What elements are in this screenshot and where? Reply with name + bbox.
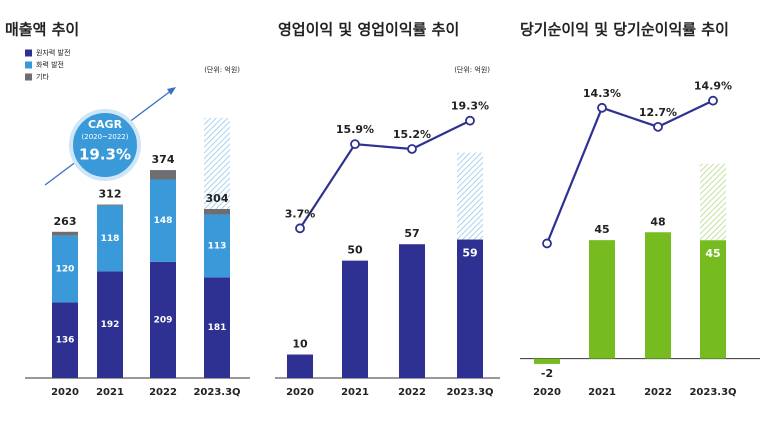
cagr-title: CAGR: [88, 118, 123, 131]
x-tick-label: 2020: [533, 387, 561, 398]
x-tick-label: 2020: [51, 387, 79, 398]
bar: [589, 240, 615, 359]
bar: [457, 239, 483, 378]
data-label: 148: [154, 216, 173, 226]
projection-bar: [204, 117, 230, 209]
rate-label: 15.2%: [393, 128, 431, 141]
data-label: 136: [56, 336, 75, 346]
rate-label: 19.3%: [451, 100, 489, 113]
bar: [204, 214, 230, 278]
bar: [204, 277, 230, 378]
rate-point: [597, 102, 607, 113]
rate-label: 3.7%: [285, 207, 316, 220]
rate-label: 15.9%: [336, 123, 374, 136]
bar: [150, 261, 176, 378]
rate-point: [295, 223, 305, 234]
data-label: 209: [154, 315, 173, 325]
bar: [52, 231, 78, 236]
legend-swatch: [25, 61, 32, 69]
x-tick-label: 2021: [96, 387, 124, 398]
rate-point: [708, 95, 718, 106]
rate-line: [299, 119, 471, 229]
bar: [52, 235, 78, 303]
cagr-value: 19.3%: [79, 146, 131, 164]
projection-bar: [457, 152, 483, 240]
bar: [342, 260, 368, 378]
rate-label: 12.7%: [639, 106, 677, 119]
x-tick-label: 2021: [588, 387, 616, 398]
rate-line: [545, 99, 714, 244]
chart-title: 영업이익 및 영업이익률 추이: [278, 21, 459, 39]
bar: [534, 358, 560, 364]
legend-label: 기타: [36, 72, 49, 81]
total-label: 312: [99, 188, 122, 201]
x-tick-label: 2022: [398, 387, 426, 398]
data-label: 10: [292, 338, 308, 351]
data-label: 120: [56, 265, 75, 275]
total-label: 304: [206, 192, 229, 205]
bar: [150, 170, 176, 180]
bar: [97, 205, 123, 272]
chart-title: 당기순이익 및 당기순이익률 추이: [520, 21, 729, 39]
bar: [204, 209, 230, 215]
x-tick-label: 2023.3Q: [193, 387, 240, 398]
bar: [700, 240, 726, 359]
projection-bar: [700, 163, 726, 241]
bar: [97, 271, 123, 378]
data-label: 45: [705, 247, 720, 260]
rate-point: [465, 115, 475, 126]
bar: [399, 244, 425, 378]
x-tick-label: 2022: [644, 387, 672, 398]
rate-label: 14.9%: [694, 80, 732, 93]
total-label: 374: [152, 153, 175, 166]
data-label: -2: [541, 367, 553, 380]
bar: [645, 232, 671, 359]
bar: [150, 179, 176, 262]
cagr-bubble: [69, 109, 141, 181]
x-tick-label: 2022: [149, 387, 177, 398]
data-label: 57: [404, 227, 419, 240]
legend-label: 화력 발전: [36, 60, 64, 69]
data-label: 192: [101, 320, 120, 330]
data-label: 59: [462, 247, 477, 260]
bar: [52, 302, 78, 378]
x-tick-label: 2021: [341, 387, 369, 398]
legend-swatch: [25, 73, 32, 81]
rate-label: 14.3%: [583, 87, 621, 100]
cagr-period: (2020~2022): [82, 133, 129, 141]
rate-point: [407, 144, 417, 154]
data-label: 113: [208, 241, 227, 251]
data-label: 48: [650, 215, 665, 228]
x-tick-label: 2023.3Q: [689, 387, 736, 398]
x-tick-label: 2020: [286, 387, 314, 398]
chart-title: 매출액 추이: [5, 21, 79, 39]
data-label: 181: [208, 323, 227, 333]
legend-label: 원자력 발전: [36, 48, 70, 57]
legend-swatch: [25, 49, 32, 57]
rate-point: [542, 238, 552, 249]
data-label: 118: [101, 234, 120, 244]
unit-label: (단위: 억원): [204, 65, 240, 74]
rate-point: [350, 139, 360, 150]
total-label: 263: [54, 215, 77, 228]
bar: [97, 204, 123, 206]
data-label: 50: [347, 244, 363, 257]
data-label: 45: [594, 223, 609, 236]
x-tick-label: 2023.3Q: [446, 387, 493, 398]
arrow-head: [167, 87, 176, 95]
rate-point: [653, 121, 663, 132]
unit-label: (단위: 억원): [454, 65, 490, 74]
bar: [287, 354, 313, 378]
